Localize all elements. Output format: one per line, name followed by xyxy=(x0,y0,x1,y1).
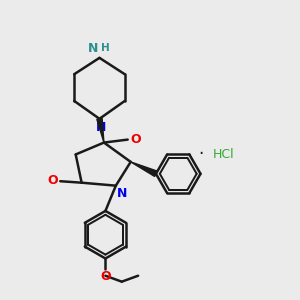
Polygon shape xyxy=(97,118,104,142)
Text: N: N xyxy=(96,121,106,134)
Text: ·: · xyxy=(198,146,203,164)
Text: H: H xyxy=(101,43,110,52)
Text: O: O xyxy=(47,174,58,187)
Text: N: N xyxy=(117,187,128,200)
Text: N: N xyxy=(88,43,98,56)
Text: O: O xyxy=(130,133,141,146)
Polygon shape xyxy=(131,162,157,176)
Text: HCl: HCl xyxy=(212,148,234,161)
Text: O: O xyxy=(100,270,111,284)
